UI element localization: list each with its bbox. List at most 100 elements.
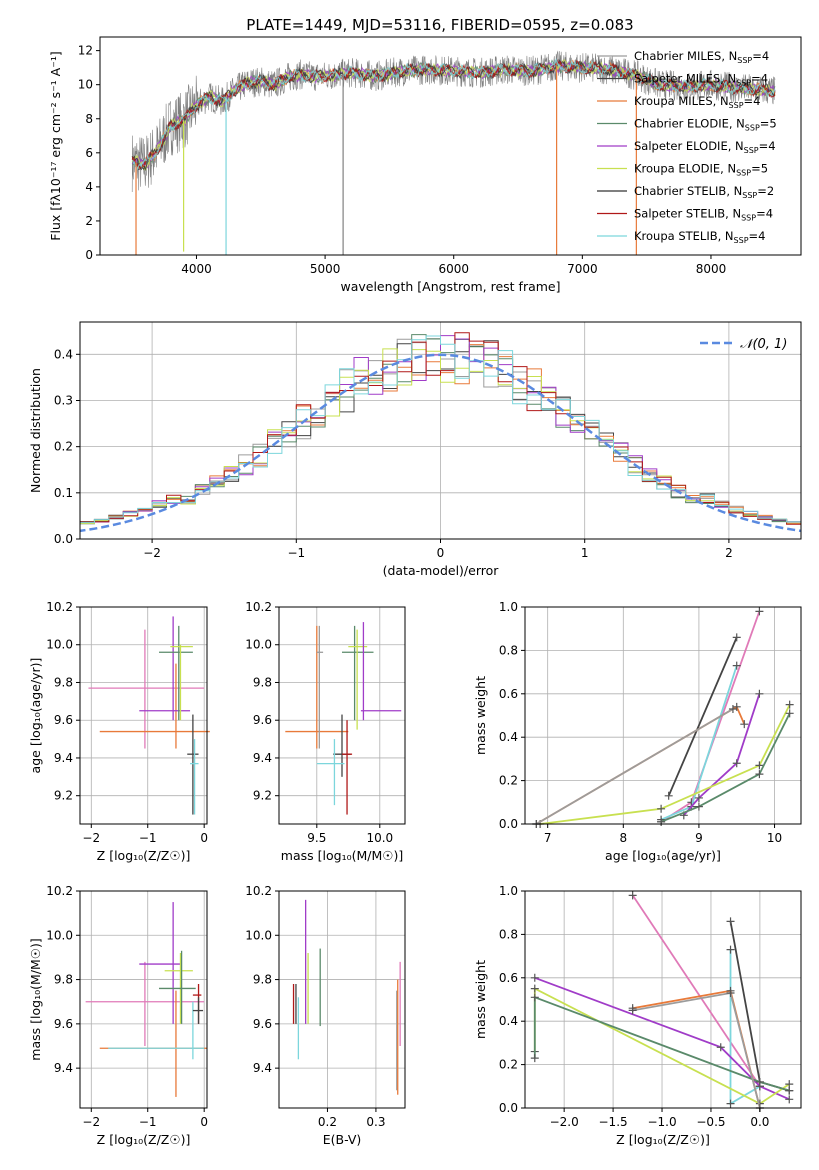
y-tick-label: 0 [85,248,93,262]
x-tick-label: 2 [725,546,733,560]
y-axis-label: mass weight [473,960,488,1039]
data-marker [755,761,764,770]
axes-frame: −2 −1 0 9.2 9.4 9.6 9.8 10.0 10.2 Z [log₁₀(Z/Z☉)]… [28,600,208,863]
series-line [535,708,734,825]
y-tick-label: 9.8 [253,675,272,689]
y-tick-label: 9.6 [54,713,73,727]
data-marker [657,804,666,813]
y-tick-label: 0.2 [54,440,73,454]
panel-7: −2.0 −1.5 −1.0 −0.5 0.0 0.0 0.2 0.4 0.6 0.8 1.0 Z [… [473,884,802,1147]
x-tick-label: −2.0 [550,1115,579,1129]
data-marker [726,945,735,954]
y-tick-label: 0.6 [499,971,518,985]
axes-border [79,890,208,1109]
plot-area [85,902,207,1097]
y-axis-label: age [log₁₀(age/yr)] [28,658,43,774]
x-tick-label: −1.5 [599,1115,628,1129]
data-marker [755,607,764,616]
data-marker [755,689,764,698]
data-marker [728,704,737,713]
model-spectrum-line [131,59,776,172]
panel-5: −2 −1 0 9.4 9.6 9.8 10.0 10.2 Z [log₁₀(Z/Z☉)] mas… [28,884,208,1147]
plot-area [88,616,210,815]
data-point [139,616,191,721]
x-tick-label: −1 [139,1115,157,1129]
data-point [170,644,193,721]
data-marker [628,1006,637,1015]
series-line [539,704,791,825]
y-tick-label: 2 [85,214,93,228]
y-tick-label: 9.4 [253,751,272,765]
series-line [683,693,761,816]
y-tick-label: 9.6 [54,1017,73,1031]
data-marker [755,770,764,779]
panel-4: 7 8 9 10 0.0 0.2 0.4 0.6 0.8 1.0 age [log₁₀(age/yr… [473,600,802,863]
axes-frame: 9.5 10.0 9.2 9.4 9.6 9.8 10.0 10.2 mass [log₁₀(M… [245,600,406,863]
plot-area [131,50,776,255]
x-axis-label: (data-model)/error [383,563,500,578]
data-point [88,629,205,749]
y-tick-label: 10.2 [245,884,272,898]
legend: Chabrier MILES, NSSP=4 Salpeter MILES, NS… [597,49,777,245]
data-point [342,720,353,815]
data-marker [732,633,741,642]
x-tick-label: −2 [143,546,161,560]
y-axis-label: Flux [fλ10⁻¹⁷ erg cm⁻² s⁻¹ A⁻¹] [48,51,63,240]
legend-entry: Salpeter ELODIE, NSSP=4 [634,139,776,155]
axes-frame: −2 −1 0 9.4 9.6 9.8 10.0 10.2 Z [log₁₀(Z/Z☉)] mas… [28,884,208,1147]
y-tick-label: 9.2 [54,789,73,803]
data-marker [732,661,741,670]
y-tick-label: 9.8 [54,675,73,689]
data-marker [694,802,703,811]
y-tick-label: 10 [78,78,93,92]
x-axis-label: Z [log₁₀(Z/Z☉)] [616,1132,710,1147]
axes-border [99,36,802,256]
panel-6: 0.2 0.3 9.4 9.6 9.8 10.0 10.2 E(B-V) [245,884,406,1147]
legend-entry: Chabrier ELODIE, NSSP=5 [634,117,777,133]
y-tick-label: 4 [85,180,93,194]
model-spectrum-line [132,58,776,171]
axes-frame: −2 −1 0 1 2 0.0 0.1 0.2 0.3 0.4 (data-model)/error… [28,321,802,578]
data-point [108,1001,205,1060]
data-marker [530,973,539,982]
y-tick-label: 10.0 [46,928,73,942]
x-tick-label: 0 [437,546,445,560]
y-tick-label: 12 [78,44,93,58]
data-point [85,961,205,1046]
data-marker [530,993,539,1002]
data-marker [530,984,539,993]
data-point [333,714,351,777]
data-point [159,625,193,721]
x-tick-label: 1 [581,546,589,560]
data-point [159,950,196,1024]
series-line [631,894,761,1087]
panel-0: 4000 5000 6000 7000 8000 0 2 4 6 8 10 12 wavelength … [48,36,802,294]
series-line [534,976,790,1101]
y-tick-label: 0.0 [499,1101,518,1115]
x-tick-label: 0.2 [318,1115,337,1129]
data-marker [664,791,673,800]
data-marker [694,793,703,802]
figure-title: PLATE=1449, MJD=53116, FIBERID=0595, z=0… [246,16,633,34]
panel-3: 9.5 10.0 9.2 9.4 9.6 9.8 10.0 10.2 mass [log₁₀(M… [245,600,406,863]
x-tick-label: −0.5 [696,1115,725,1129]
y-tick-label: 9.4 [54,751,73,765]
x-tick-label: 0.3 [366,1115,385,1129]
legend-entry: 𝒩(0, 1) [740,337,787,352]
plot-area [532,607,794,828]
y-tick-label: 0.4 [499,1014,518,1028]
x-tick-label: 7000 [567,262,598,276]
plot-area [285,622,402,815]
x-tick-label: −1 [287,546,305,560]
plot-area [530,891,794,1112]
y-tick-label: 0.0 [54,532,73,546]
y-tick-label: 9.8 [253,973,272,987]
data-marker [785,709,794,718]
y-tick-label: 9.4 [253,1061,272,1075]
data-point [187,714,199,815]
data-marker [726,1099,735,1108]
x-tick-label: 9 [695,831,703,845]
data-point [192,984,202,1024]
x-tick-label: 8000 [696,262,727,276]
y-tick-label: 9.6 [253,1017,272,1031]
